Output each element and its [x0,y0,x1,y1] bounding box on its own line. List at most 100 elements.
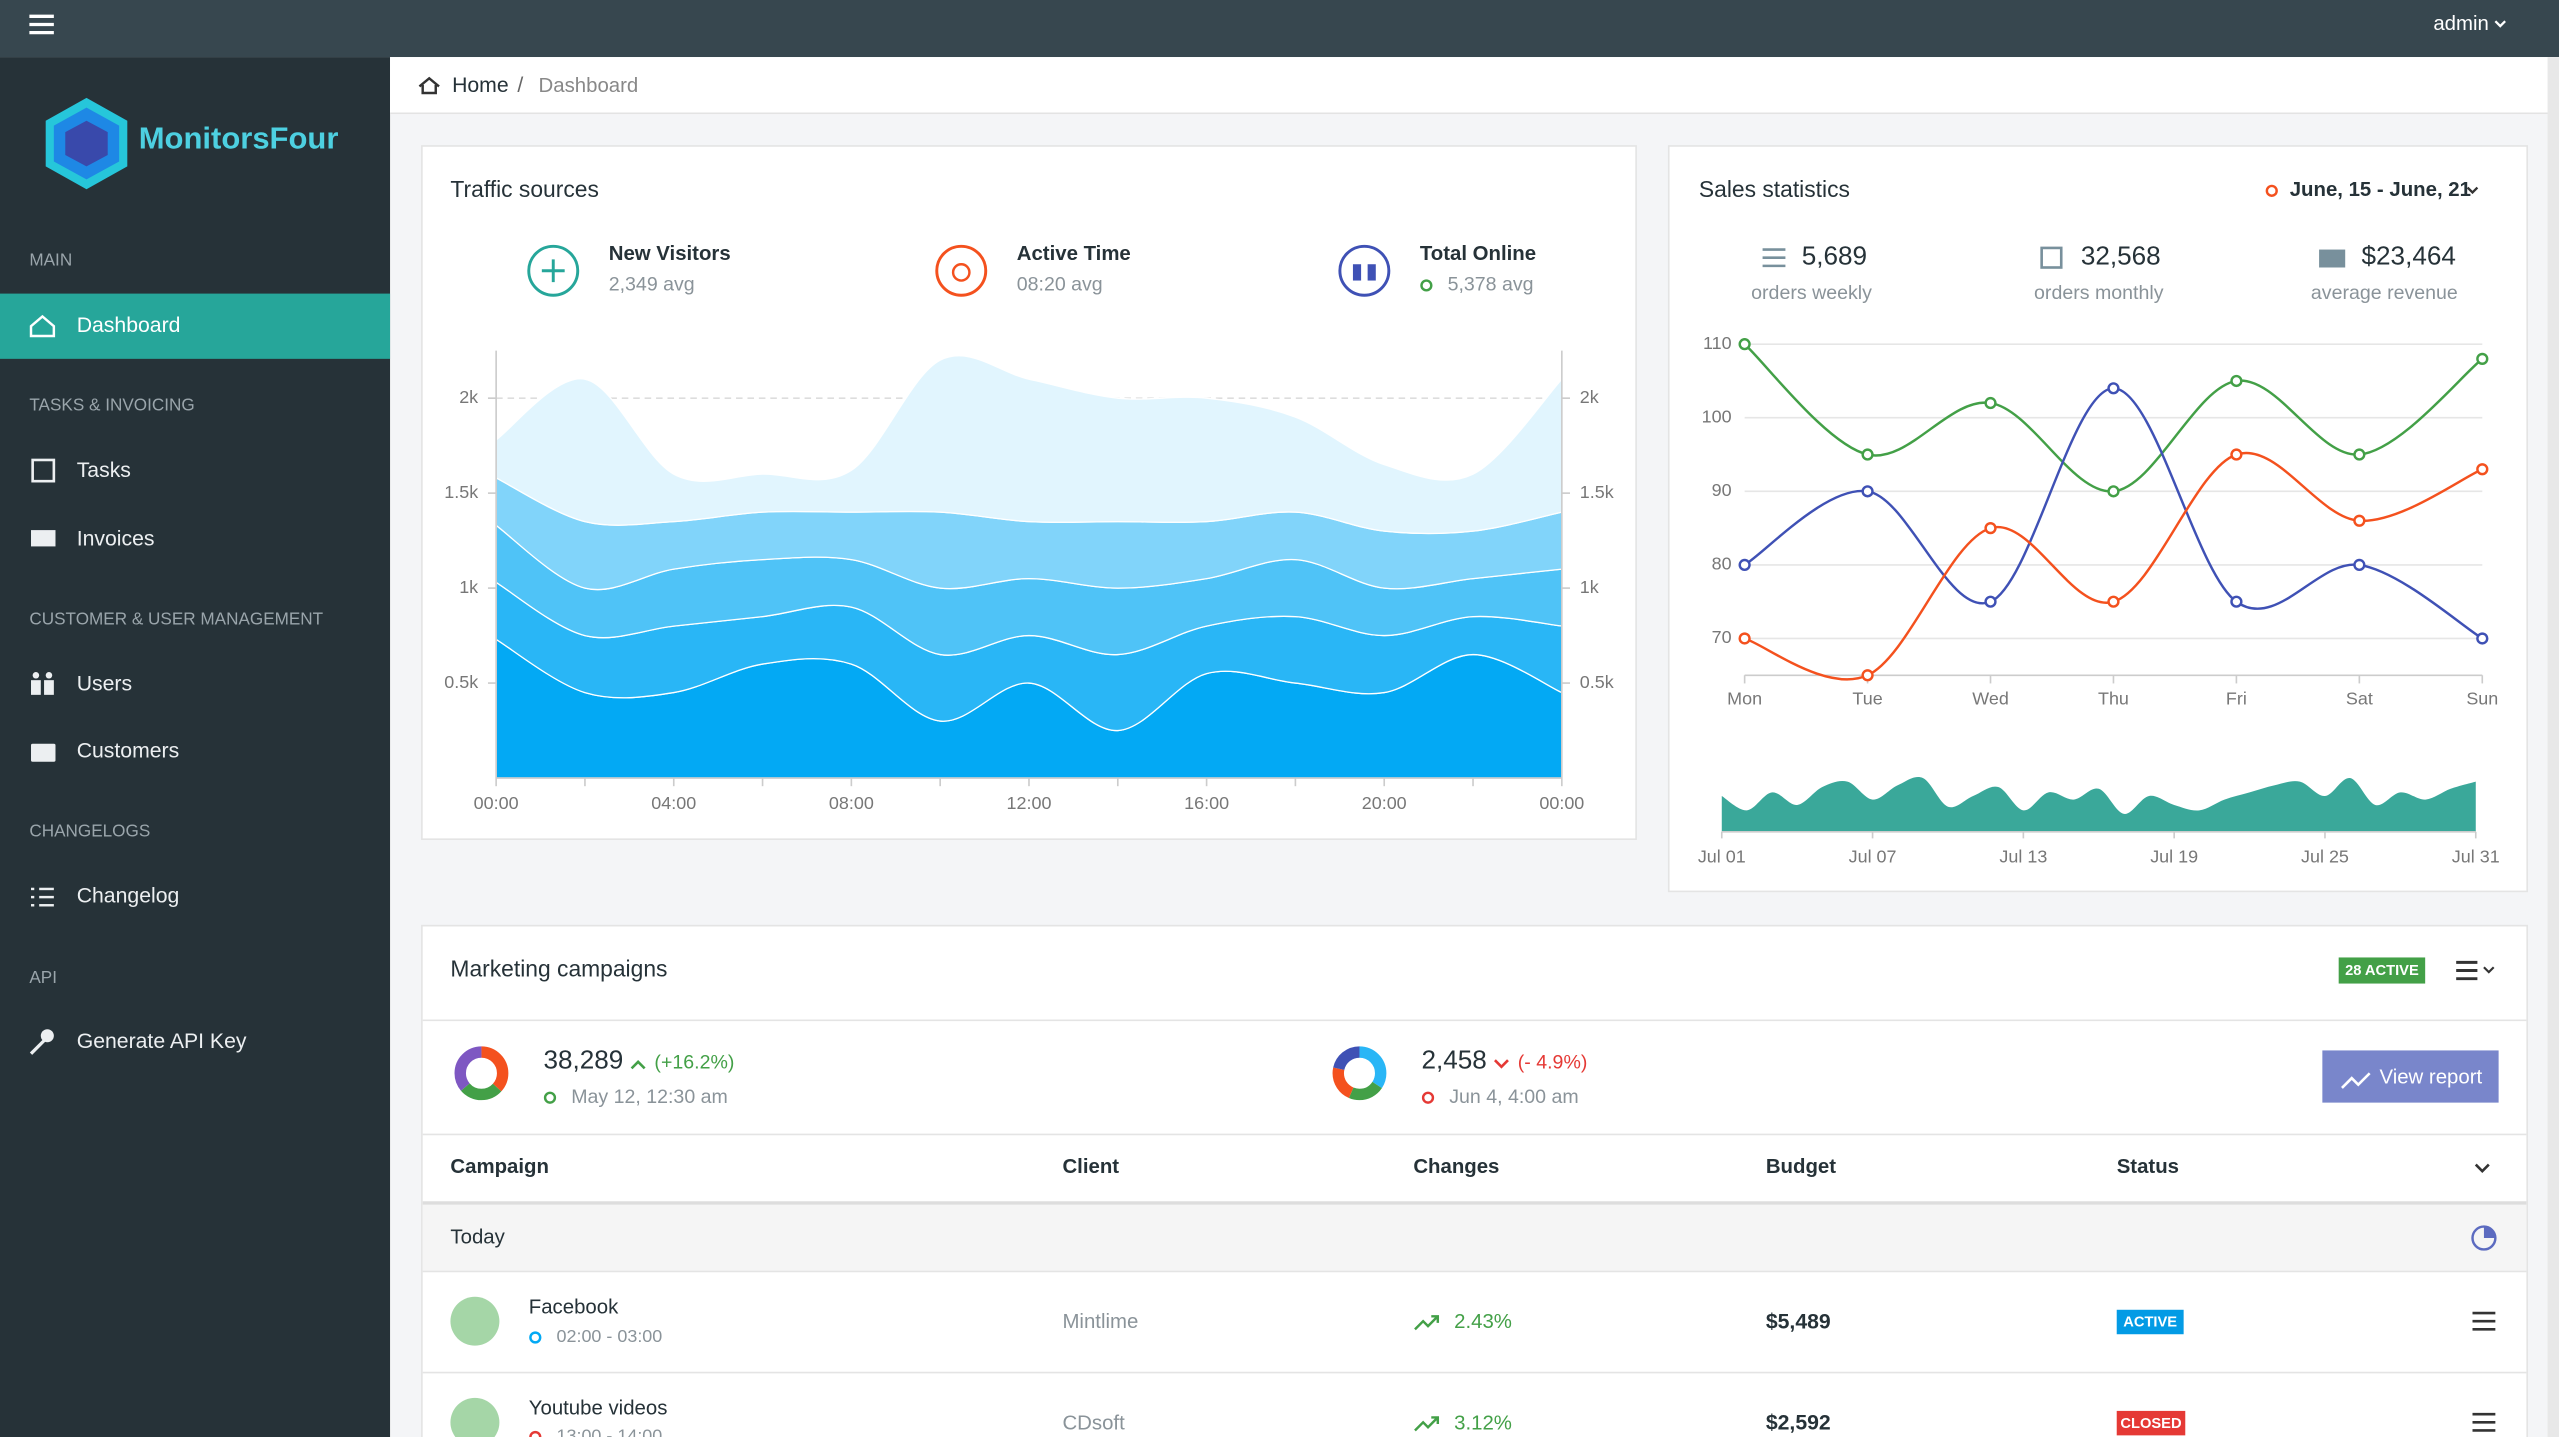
stat-icon [1762,248,1786,268]
trend-icon [1414,1315,1440,1331]
y2-tick-label: 1k [1580,577,1599,597]
sidebar [0,57,391,1437]
y-tick-label: 110 [1703,333,1732,353]
card-menu[interactable] [2456,960,2495,981]
avatar [450,1397,500,1437]
point [2107,382,2120,395]
icon [2341,1072,2371,1089]
breadcrumb-home[interactable]: Home [452,74,509,97]
status: CLOSED [2120,1416,2181,1432]
nav-item[interactable]: Tasks [77,459,131,482]
y-tick-label: 80 [1712,554,1732,574]
y-tick-label: 1.5k [444,482,478,502]
nav-section: API [29,967,57,987]
chevron[interactable] [2474,1163,2490,1173]
icon [31,887,54,907]
nav-active [0,293,391,359]
column-header[interactable]: Status [2117,1156,2179,1178]
icon [31,530,56,547]
status-dot [1420,279,1433,292]
summary-date: May 12, 12:30 am [571,1086,728,1108]
nav-item[interactable]: Dashboard [77,314,181,337]
stat-icon [527,244,580,297]
y2-tick-label: 2k [1580,387,1599,407]
status: ACTIVE [2123,1315,2177,1331]
column-header[interactable]: Changes [1413,1156,1499,1178]
topbar [0,0,2559,58]
row-menu[interactable] [2472,1412,2496,1432]
x-tick-label: 04:00 [651,793,696,813]
point [1984,595,1997,608]
nav-item[interactable]: Customers [77,740,180,763]
point [2476,463,2489,476]
donut-icon [454,1046,509,1101]
point [2230,595,2243,608]
badge-text: 28 ACTIVE [2345,963,2419,979]
x-tick-label: 08:00 [829,793,874,813]
breadcrumb-bar [390,57,2559,115]
x-tick-label: Jul 01 [1698,847,1746,867]
nav-item[interactable]: Generate API Key [77,1030,247,1053]
x-tick-label: Jul 31 [2452,847,2500,867]
x-tick-label: Jul 07 [1849,847,1897,867]
stat-label: Active Time [1017,243,1131,265]
point [2476,352,2489,365]
x-tick-label: Tue [1852,688,1882,708]
trend-up [630,1060,646,1070]
nav-section: CUSTOMER & USER MANAGEMENT [29,608,323,628]
stat-icon [1338,244,1391,297]
client: Mintlime [1062,1311,1138,1333]
x-tick-label: Jul 19 [2150,847,2198,867]
nav-item[interactable]: Invoices [77,528,155,551]
client: CDsoft [1062,1412,1125,1434]
home-icon [418,76,440,95]
stat-icon [2040,246,2063,269]
menu-toggle[interactable] [29,14,54,35]
stat-value: $23,464 [2362,241,2456,271]
card [421,924,2528,1437]
status-dot [1421,1091,1435,1104]
icon [31,458,56,483]
area [1721,777,2476,832]
card-title: Sales statistics [1699,176,1850,202]
column-header[interactable]: Campaign [450,1156,549,1178]
chevron [2466,186,2479,195]
pie-icon [2471,1225,2497,1251]
icon [31,672,54,695]
row-menu[interactable] [2472,1311,2496,1331]
x-tick-label: Thu [2098,688,2129,708]
point [2107,595,2120,608]
range-dot [2265,184,2278,197]
point [2107,485,2120,498]
column-header[interactable]: Client [1062,1156,1119,1178]
x-tick-label: Fri [2226,688,2247,708]
card-title: Traffic sources [450,176,598,202]
area-layer [495,355,1563,535]
status-dot [529,1430,542,1437]
nav-item[interactable]: Changelog [77,885,180,908]
x-tick-label: Jul 25 [2301,847,2349,867]
status-badge [2116,1309,2184,1335]
user-menu[interactable]: admin [2433,13,2489,35]
date-range[interactable]: June, 15 - June, 21 [2290,179,2471,201]
y-tick-label: 1k [459,577,478,597]
point [1738,558,1751,572]
column-header[interactable]: Budget [1766,1156,1836,1178]
point [2476,632,2489,645]
brand: MonitorsFour [139,120,339,155]
budget: $2,592 [1766,1412,1831,1435]
campaign-time: 13:00 - 14:00 [557,1426,663,1437]
nav-item[interactable]: Users [77,673,132,696]
card-title: Marketing campaigns [450,956,667,982]
icon [29,1029,54,1055]
x-tick-label: Wed [1972,688,2009,708]
point [2230,374,2243,388]
stat-icon [2319,249,2346,268]
nav-section: TASKS & INVOICING [29,395,194,415]
stat-value: 08:20 avg [1017,274,1103,296]
trend-icon [1414,1416,1440,1432]
point [1861,448,1874,461]
x-tick-label: 16:00 [1184,793,1229,813]
x-tick-label: Sat [2346,688,2373,708]
